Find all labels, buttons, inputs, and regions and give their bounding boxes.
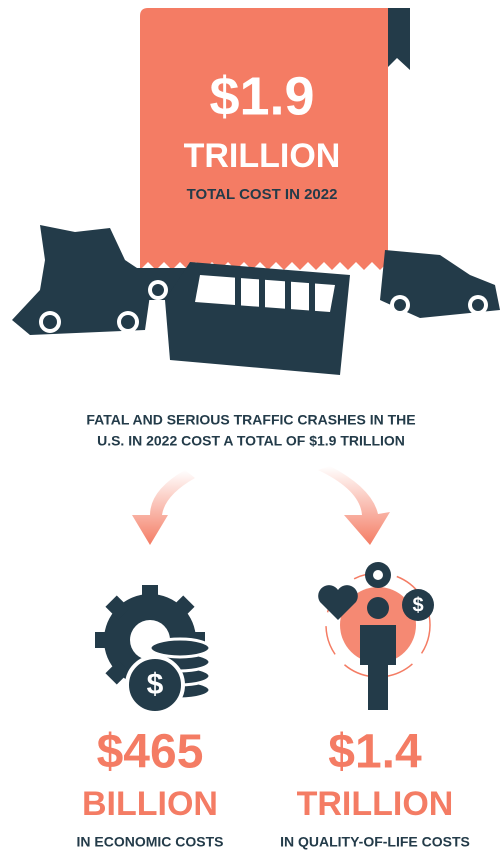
economic-icon: $ — [95, 585, 210, 713]
arrow — [318, 466, 390, 545]
arrow — [132, 470, 195, 545]
description-line: FATAL AND SERIOUS TRAFFIC CRASHES IN THE — [86, 412, 415, 428]
stat-unit: BILLION — [82, 785, 218, 823]
svg-text:$: $ — [147, 668, 164, 701]
banner-unit: TRILLION — [184, 137, 341, 175]
stat-caption: IN ECONOMIC COSTS — [76, 834, 223, 850]
banner-caption: TOTAL COST IN 2022 — [187, 186, 338, 203]
stat-unit: TRILLION — [297, 785, 454, 823]
infographic: $1.9 TRILLION TOTAL COST IN 2022 FATAL A… — [0, 0, 502, 855]
ribbon — [385, 8, 410, 70]
description-line: U.S. IN 2022 COST A TOTAL OF $1.9 TRILLI… — [97, 433, 405, 449]
stat-amount: $1.4 — [328, 726, 422, 779]
stat-caption: IN QUALITY-OF-LIFE COSTS — [280, 834, 470, 850]
svg-text:$: $ — [412, 594, 423, 616]
quality-of-life-icon: $ — [318, 562, 434, 710]
banner-amount: $1.9 — [209, 66, 314, 126]
stat-amount: $465 — [97, 726, 204, 779]
